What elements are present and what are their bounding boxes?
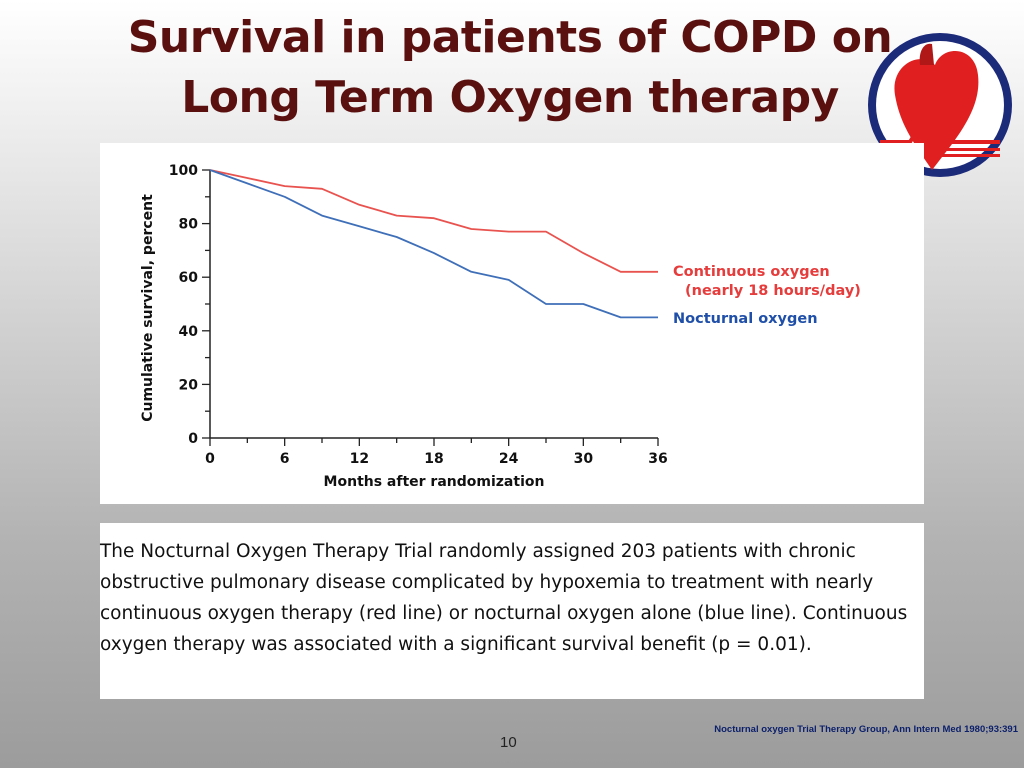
x-tick-label: 18 [424, 451, 443, 467]
series-line-0 [209, 169, 658, 273]
x-tick-label: 24 [499, 451, 519, 467]
trial-caption: The Nocturnal Oxygen Therapy Trial rando… [100, 541, 908, 655]
page-number: 10 [500, 734, 517, 751]
y-tick-label: 100 [169, 163, 198, 179]
series-line-1 [209, 169, 658, 319]
legend-nocturnal-oxygen: Nocturnal oxygen [673, 311, 818, 327]
x-tick-label: 0 [205, 451, 215, 467]
y-tick-label: 20 [179, 377, 199, 393]
x-tick-label: 6 [280, 451, 290, 467]
y-tick-label: 60 [179, 270, 199, 286]
slide-title: Survival in patients of COPD on Long Ter… [40, 8, 980, 128]
legend-continuous-oxygen: Continuous oxygen [673, 264, 830, 280]
x-tick-label: 30 [574, 451, 594, 467]
survival-chart: 0 20 40 60 80 100 0 6 12 18 24 30 36 Months after ran… [140, 163, 861, 490]
y-axis-title: Cumulative survival, percent [140, 194, 156, 422]
x-tick-label: 36 [648, 451, 667, 467]
heart-society-logo-icon [868, 33, 1012, 177]
y-tick-label: 40 [179, 324, 199, 340]
x-tick-label: 12 [350, 451, 369, 467]
x-axis-title: Months after randomization [324, 474, 545, 490]
title-line-1: Survival in patients of COPD on [127, 12, 893, 63]
title-line-2: Long Term Oxygen therapy [181, 72, 839, 123]
chart-panel: 0 20 40 60 80 100 0 6 12 18 24 30 36 Months after ran… [100, 143, 924, 504]
caption-panel: The Nocturnal Oxygen Therapy Trial rando… [100, 523, 924, 699]
y-tick-label: 0 [188, 431, 198, 447]
y-tick-label: 80 [179, 217, 199, 233]
legend-continuous-oxygen-note: (nearly 18 hours/day) [685, 283, 861, 299]
citation: Nocturnal oxygen Trial Therapy Group, An… [714, 724, 1018, 735]
